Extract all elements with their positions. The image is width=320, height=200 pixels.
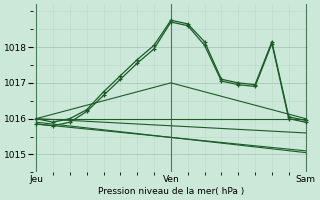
X-axis label: Pression niveau de la mer( hPa ): Pression niveau de la mer( hPa ) bbox=[98, 187, 244, 196]
